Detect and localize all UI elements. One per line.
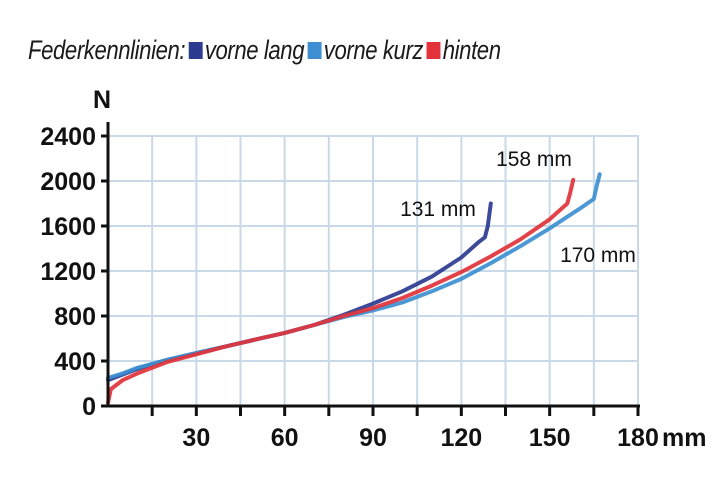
legend-item-vorne-kurz: vorne kurz xyxy=(307,35,423,66)
y-tick-label: 2400 xyxy=(40,123,96,151)
legend-swatch-vorne-kurz xyxy=(307,41,322,59)
legend-item-vorne-lang: vorne lang xyxy=(188,34,305,66)
series-layer xyxy=(106,172,602,405)
x-tick-label: 30 xyxy=(182,424,210,452)
chart-title-legend: Federkennlinien: vorne lang vorne kurz h… xyxy=(28,34,501,66)
axes xyxy=(101,122,640,416)
y-axis-label: N xyxy=(93,86,111,114)
legend-item-hinten: hinten xyxy=(426,34,501,66)
annotations: 131 mm 158 mm 170 mm xyxy=(400,148,636,267)
legend-swatch-vorne-lang xyxy=(188,41,203,59)
x-tick-label: 180 xyxy=(617,424,659,452)
chart-title: Federkennlinien: xyxy=(28,34,186,65)
legend-label-vorne-kurz: vorne kurz xyxy=(323,34,424,65)
legend-label-vorne-lang: vorne lang xyxy=(204,34,305,65)
annotation-label: 131 mm xyxy=(400,198,476,221)
x-tick-label: 90 xyxy=(359,424,387,452)
y-tick-label: 400 xyxy=(54,348,96,376)
x-axis-label: mm xyxy=(662,424,706,452)
y-tick-label: 1200 xyxy=(40,258,96,286)
y-tick-label: 2000 xyxy=(40,168,96,196)
x-tick-label: 60 xyxy=(271,424,299,452)
x-tick-label: 120 xyxy=(440,424,482,452)
x-tick-label: 150 xyxy=(529,424,571,452)
y-tick-label: 0 xyxy=(82,393,96,421)
y-tick-label: 800 xyxy=(54,303,96,331)
y-tick-label: 1600 xyxy=(40,213,96,241)
annotation-label: 158 mm xyxy=(496,148,572,171)
legend-swatch-hinten xyxy=(426,41,441,59)
axis-labels: 0 400 800 1200 1600 2000 2400 30 60 90 120 150 180 Nm… xyxy=(40,86,706,452)
series-line-hinten xyxy=(106,177,576,405)
legend-label-hinten: hinten xyxy=(442,34,501,65)
grid-lines xyxy=(107,135,639,407)
annotation-label: 170 mm xyxy=(560,244,636,267)
